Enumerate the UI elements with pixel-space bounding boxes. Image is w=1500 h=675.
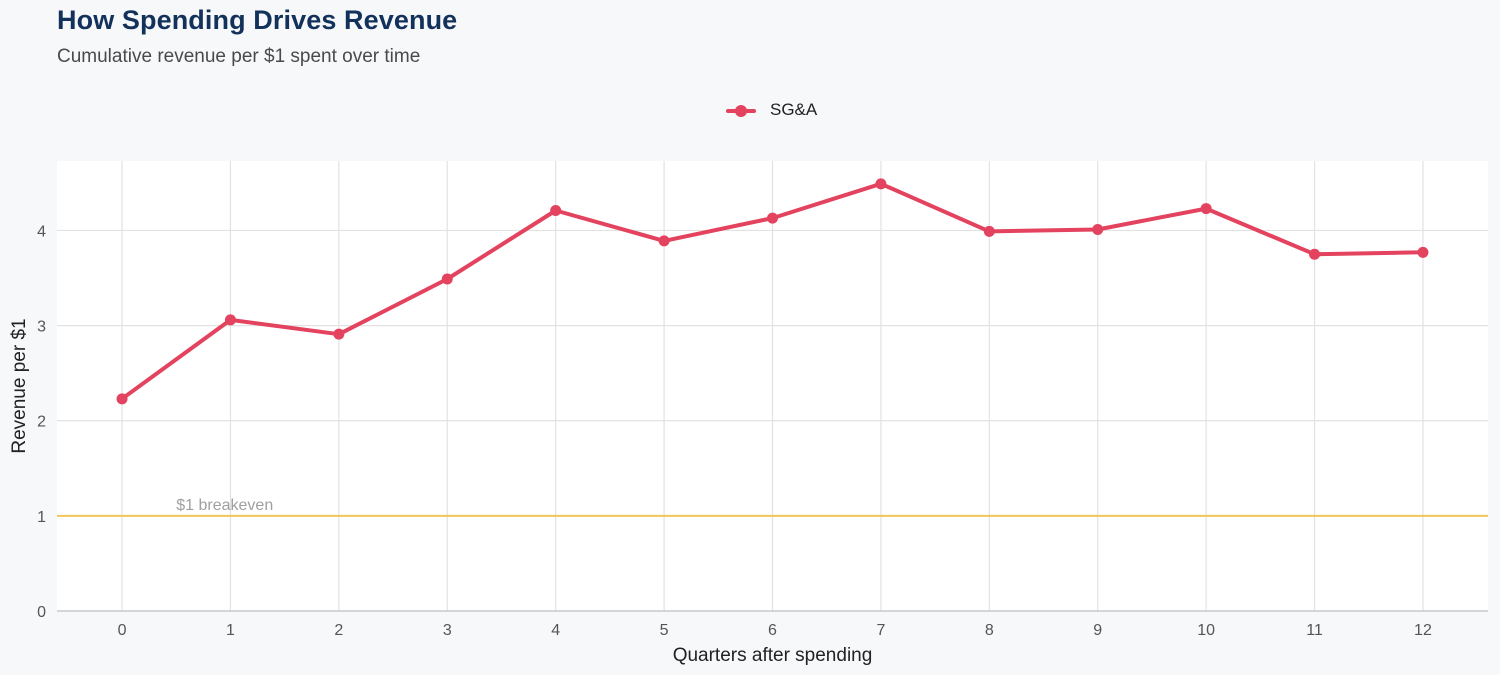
- data-point: [1309, 248, 1321, 260]
- breakeven-label: $1 breakeven: [176, 497, 273, 514]
- legend: SG&A: [726, 97, 817, 123]
- y-axis-ticks: 0 1 2 3 4: [37, 223, 46, 621]
- data-point: [441, 273, 453, 285]
- breakeven-reference: $1 breakeven: [57, 497, 1488, 517]
- x-tick-label: 1: [226, 622, 235, 639]
- x-tick-label: 2: [334, 622, 343, 639]
- y-tick-label: 3: [37, 319, 46, 336]
- chart-subtitle: Cumulative revenue per $1 spent over tim…: [57, 46, 421, 67]
- y-tick-label: 2: [37, 414, 46, 431]
- x-tick-label: 7: [876, 622, 885, 639]
- data-point: [116, 393, 128, 405]
- y-tick-label: 4: [37, 223, 46, 240]
- data-point: [983, 225, 995, 237]
- x-tick-label: 8: [985, 622, 994, 639]
- series-sga: [116, 178, 1429, 405]
- legend-label-sga: SG&A: [770, 100, 818, 119]
- chart-title: How Spending Drives Revenue: [57, 5, 458, 35]
- data-point: [550, 204, 562, 216]
- y-tick-label: 1: [37, 509, 46, 526]
- x-tick-label: 6: [768, 622, 777, 639]
- x-tick-label: 9: [1093, 622, 1102, 639]
- data-point: [1417, 246, 1429, 258]
- data-point: [1092, 223, 1104, 235]
- data-point: [333, 328, 345, 340]
- x-axis-ticks: 0 1 2 3 4 5 6 7 8 9 10 11 12: [118, 622, 1432, 639]
- y-tick-label: 0: [37, 604, 46, 621]
- x-tick-label: 11: [1306, 622, 1323, 639]
- x-tick-label: 10: [1197, 622, 1215, 639]
- data-point: [875, 178, 887, 190]
- data-point: [767, 212, 778, 224]
- x-tick-label: 12: [1414, 622, 1432, 639]
- x-tick-label: 4: [551, 622, 560, 639]
- data-point: [1200, 203, 1212, 215]
- x-tick-label: 0: [118, 622, 127, 639]
- x-tick-label: 5: [660, 622, 669, 639]
- x-tick-label: 3: [443, 622, 452, 639]
- data-point: [224, 314, 236, 326]
- legend-key-sga: [726, 100, 756, 120]
- data-point: [658, 235, 670, 247]
- y-axis-title: Revenue per $1: [9, 318, 30, 453]
- x-axis-title: Quarters after spending: [673, 645, 873, 666]
